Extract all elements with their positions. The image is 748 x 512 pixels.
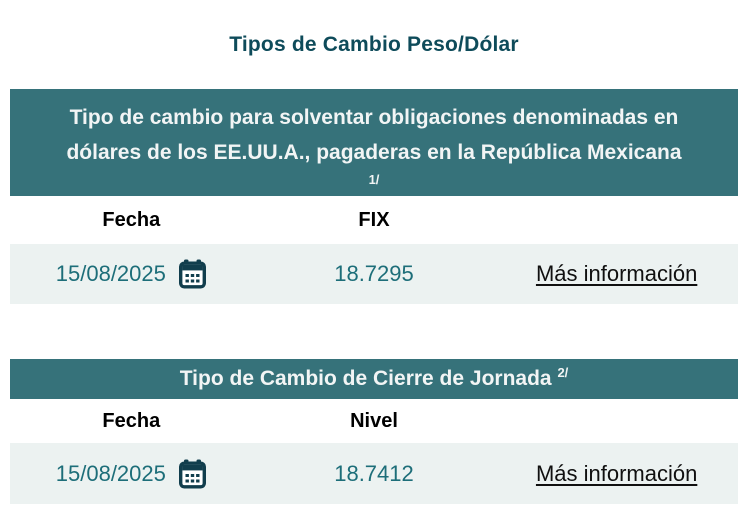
calendar-icon [178, 459, 206, 489]
calendar-icon [178, 259, 206, 289]
cierre-table-header-row: Fecha Nivel [10, 399, 738, 443]
cierre-rate-value: 18.7412 [334, 460, 414, 486]
fix-rate-value: 18.7295 [334, 261, 414, 286]
cierre-table-caption: Tipo de Cambio de Cierre de Jornada 2/ [10, 359, 738, 399]
fix-table-data-row: 15/08/2025 18.729 [10, 244, 738, 304]
fix-caption-line2: dólares de los EE.UU.A., pagaderas en la… [66, 141, 682, 164]
cierre-calendar-button[interactable] [178, 459, 207, 489]
cierre-fecha-value: 15/08/2025 [55, 460, 166, 486]
fix-fecha-value: 15/08/2025 [55, 261, 166, 286]
fix-col-fix: FIX [358, 208, 390, 231]
fix-col-fecha: Fecha [102, 208, 161, 231]
fix-fecha-cell: 15/08/2025 [10, 259, 253, 289]
fix-caption-footnote: 1/ [368, 172, 380, 187]
fix-more-info-link[interactable]: Más información [535, 261, 698, 286]
cierre-col-nivel: Nivel [350, 409, 398, 432]
fix-calendar-button[interactable] [178, 259, 207, 289]
fix-table-caption: Tipo de cambio para solventar obligacion… [10, 89, 738, 196]
fix-table-header-row: Fecha FIX [10, 196, 738, 244]
cierre-fecha-cell: 15/08/2025 [10, 459, 253, 489]
cierre-col-fecha: Fecha [102, 409, 161, 432]
cierre-table: Tipo de Cambio de Cierre de Jornada 2/ F… [10, 359, 738, 504]
cierre-table-data-row: 15/08/2025 18.741 [10, 443, 738, 504]
cierre-caption-text: Tipo de Cambio de Cierre de Jornada [179, 367, 552, 390]
cierre-more-info-link[interactable]: Más información [535, 460, 698, 486]
fix-table: Tipo de cambio para solventar obligacion… [10, 89, 738, 304]
page-title: Tipos de Cambio Peso/Dólar [229, 33, 519, 56]
cierre-caption-footnote: 2/ [557, 365, 569, 380]
fix-caption-line1: Tipo de cambio para solventar obligacion… [69, 106, 679, 129]
